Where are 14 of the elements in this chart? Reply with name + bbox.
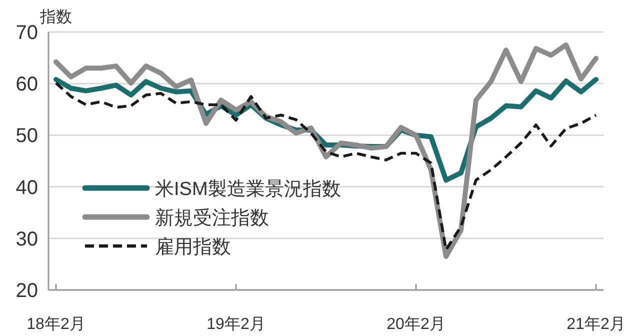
legend-label: 新規受注指数: [155, 207, 269, 229]
x-tick-label: 19年2月: [206, 316, 266, 333]
y-tick-label: 40: [16, 176, 38, 199]
y-tick-label: 20: [16, 280, 38, 302]
y-tick-label: 50: [16, 125, 38, 148]
y-tick-label: 70: [16, 22, 38, 44]
y-tick-label: 30: [16, 228, 38, 250]
legend-label: 米ISM製造業景況指数: [155, 179, 341, 200]
x-tick-label: 18年2月: [26, 316, 86, 333]
x-tick-label: 20年2月: [386, 316, 446, 333]
y-axis-title: 指数: [39, 8, 72, 26]
x-tick-label: 21年2月: [566, 316, 626, 333]
y-tick-label: 60: [16, 74, 38, 96]
legend-label: 雇用指数: [155, 236, 231, 258]
